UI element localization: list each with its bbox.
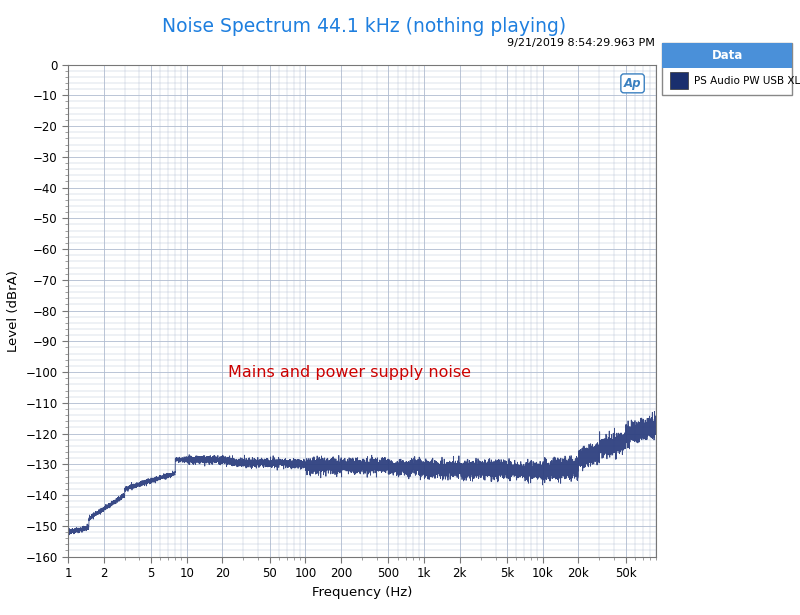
Text: 9/21/2019 8:54:29.963 PM: 9/21/2019 8:54:29.963 PM [506,38,654,48]
Text: Mains and power supply noise: Mains and power supply noise [228,365,471,379]
Text: Noise Spectrum 44.1 kHz (nothing playing): Noise Spectrum 44.1 kHz (nothing playing… [162,17,566,36]
Text: Ap: Ap [624,77,642,90]
Text: PS Audio PW USB XLR: PS Audio PW USB XLR [694,76,800,85]
X-axis label: Frequency (Hz): Frequency (Hz) [312,585,412,598]
Text: Data: Data [711,49,743,62]
Y-axis label: Level (dBrA): Level (dBrA) [6,269,20,352]
